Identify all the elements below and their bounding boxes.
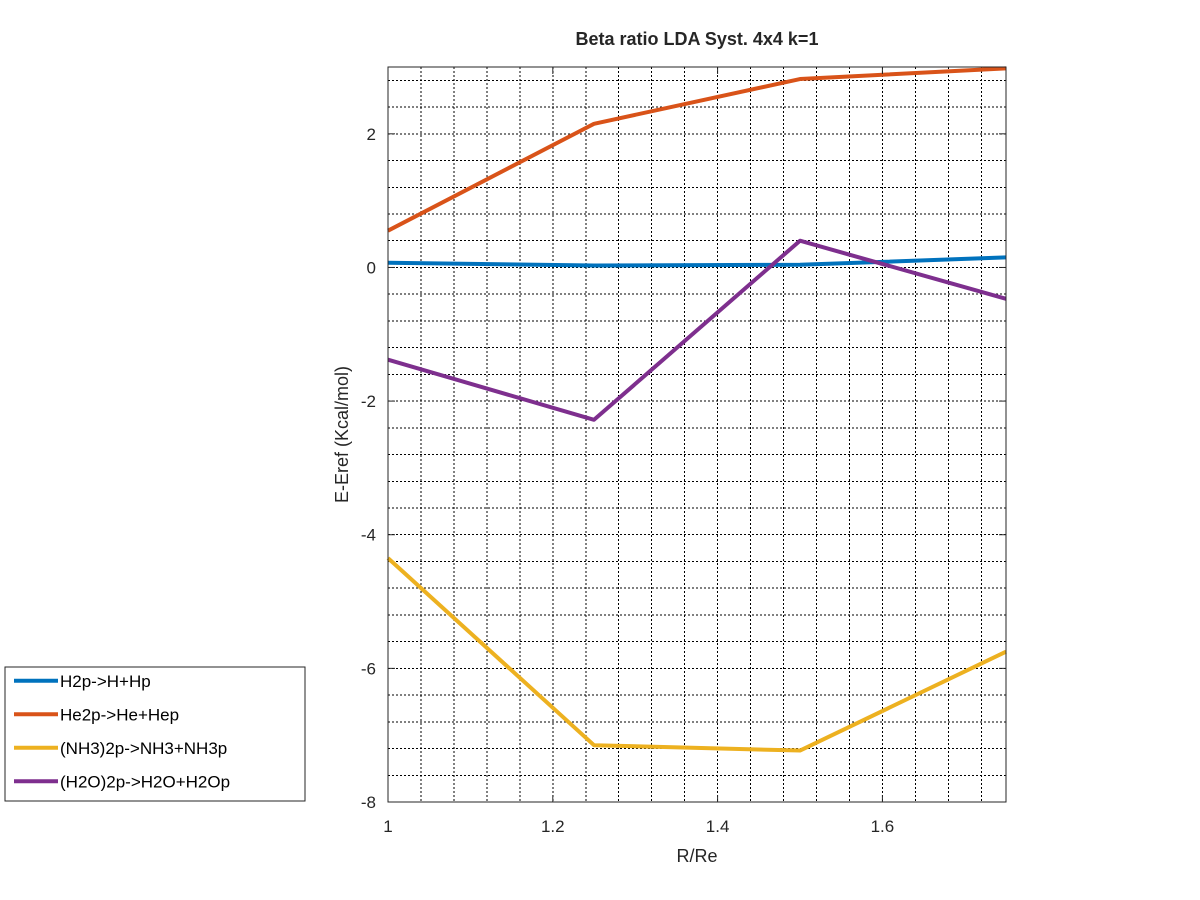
legend-entry-label: H2p->H+Hp <box>60 672 151 691</box>
legend-entry-label: He2p->He+Hep <box>60 705 179 724</box>
x-tick-label: 1.2 <box>541 817 565 836</box>
chart-title: Beta ratio LDA Syst. 4x4 k=1 <box>576 29 819 49</box>
axis-ticks: 1 1.2 1.4 1.6 -8 -6 -4 -2 0 2 <box>361 67 1006 836</box>
series-line <box>387 238 1007 422</box>
y-tick-label: -8 <box>361 793 376 812</box>
series-line <box>387 255 1007 268</box>
y-axis-label: E-Eref (Kcal/mol) <box>332 366 352 503</box>
legend-entry-label: (NH3)2p->NH3+NH3p <box>60 739 227 758</box>
y-tick-label: 2 <box>367 125 376 144</box>
x-tick-label: 1 <box>383 817 392 836</box>
plot-frame <box>387 66 1007 803</box>
y-tick-label: -4 <box>361 526 376 545</box>
x-tick-label: 1.4 <box>706 817 730 836</box>
legend-entry-label: (H2O)2p->H2O+H2Op <box>60 772 230 791</box>
legend-box <box>4 666 306 802</box>
legend: H2p->H+Hp He2p->He+Hep (NH3)2p->NH3+NH3p (H… <box>4 666 306 802</box>
series-line <box>387 66 1007 233</box>
series-line <box>386 556 1007 753</box>
y-tick-label: -2 <box>361 392 376 411</box>
x-tick-label: 1.6 <box>871 817 895 836</box>
series-lines <box>386 66 1007 753</box>
x-axis-label: R/Re <box>676 846 717 866</box>
y-tick-label: 0 <box>367 258 376 277</box>
y-tick-label: -6 <box>361 659 376 678</box>
grid <box>388 67 1006 802</box>
